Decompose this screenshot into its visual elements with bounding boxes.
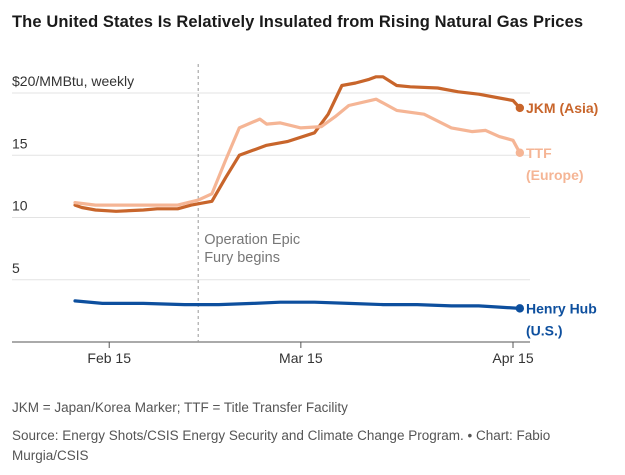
series-end-dot-ttf-europe (515, 148, 525, 157)
x-tick-label-mar-15: Mar 15 (279, 350, 323, 366)
series-label-henry-hub-u-s-1: Henry Hub (526, 300, 597, 316)
annotation-text-1: Operation Epic (204, 232, 300, 248)
y-tick-label-20: $20/MMBtu, weekly (12, 73, 134, 89)
series-label-jkm-asia-1: JKM (Asia) (526, 100, 598, 116)
series-label-ttf-europe-1: TTF (526, 145, 552, 161)
series-lines (73, 75, 525, 313)
series-label-henry-hub-u-s-2: (U.S.) (526, 322, 563, 338)
series-line-ttf-europe (73, 97, 522, 207)
chart-title: The United States Is Relatively Insulate… (12, 13, 584, 31)
event-annotation: Operation Epic Fury begins (197, 64, 300, 342)
y-axis-ticks: $20/MMBtu, weekly 15 10 5 (12, 73, 134, 276)
series-label-ttf-europe-2: (Europe) (526, 167, 584, 183)
gridlines (12, 92, 530, 281)
annotation-text-2: Fury begins (204, 250, 280, 266)
line-chart: $20/MMBtu, weekly 15 10 5 Feb 15 Mar 15 Apr 1… (12, 64, 598, 366)
series-end-dot-henry-hub-u-s (515, 304, 525, 313)
series-labels: JKM (Asia) TTF (Europe) Henry Hub (U.S.) (526, 100, 598, 338)
y-tick-label-15: 15 (12, 135, 28, 151)
y-tick-label-10: 10 (12, 198, 28, 214)
series-line-jkm-asia (73, 75, 522, 213)
source-note: Source: Energy Shots/CSIS Energy Securit… (12, 428, 551, 463)
x-tick-label-apr-15: Apr 15 (492, 350, 533, 366)
footnote: JKM = Japan/Korea Marker; TTF = Title Tr… (12, 400, 348, 415)
x-axis: Feb 15 Mar 15 Apr 15 (12, 341, 534, 366)
y-tick-label-5: 5 (12, 260, 20, 276)
series-end-dot-jkm-asia (515, 103, 525, 113)
x-tick-label-feb-15: Feb 15 (87, 350, 131, 366)
series-line-henry-hub-u-s (73, 299, 522, 310)
